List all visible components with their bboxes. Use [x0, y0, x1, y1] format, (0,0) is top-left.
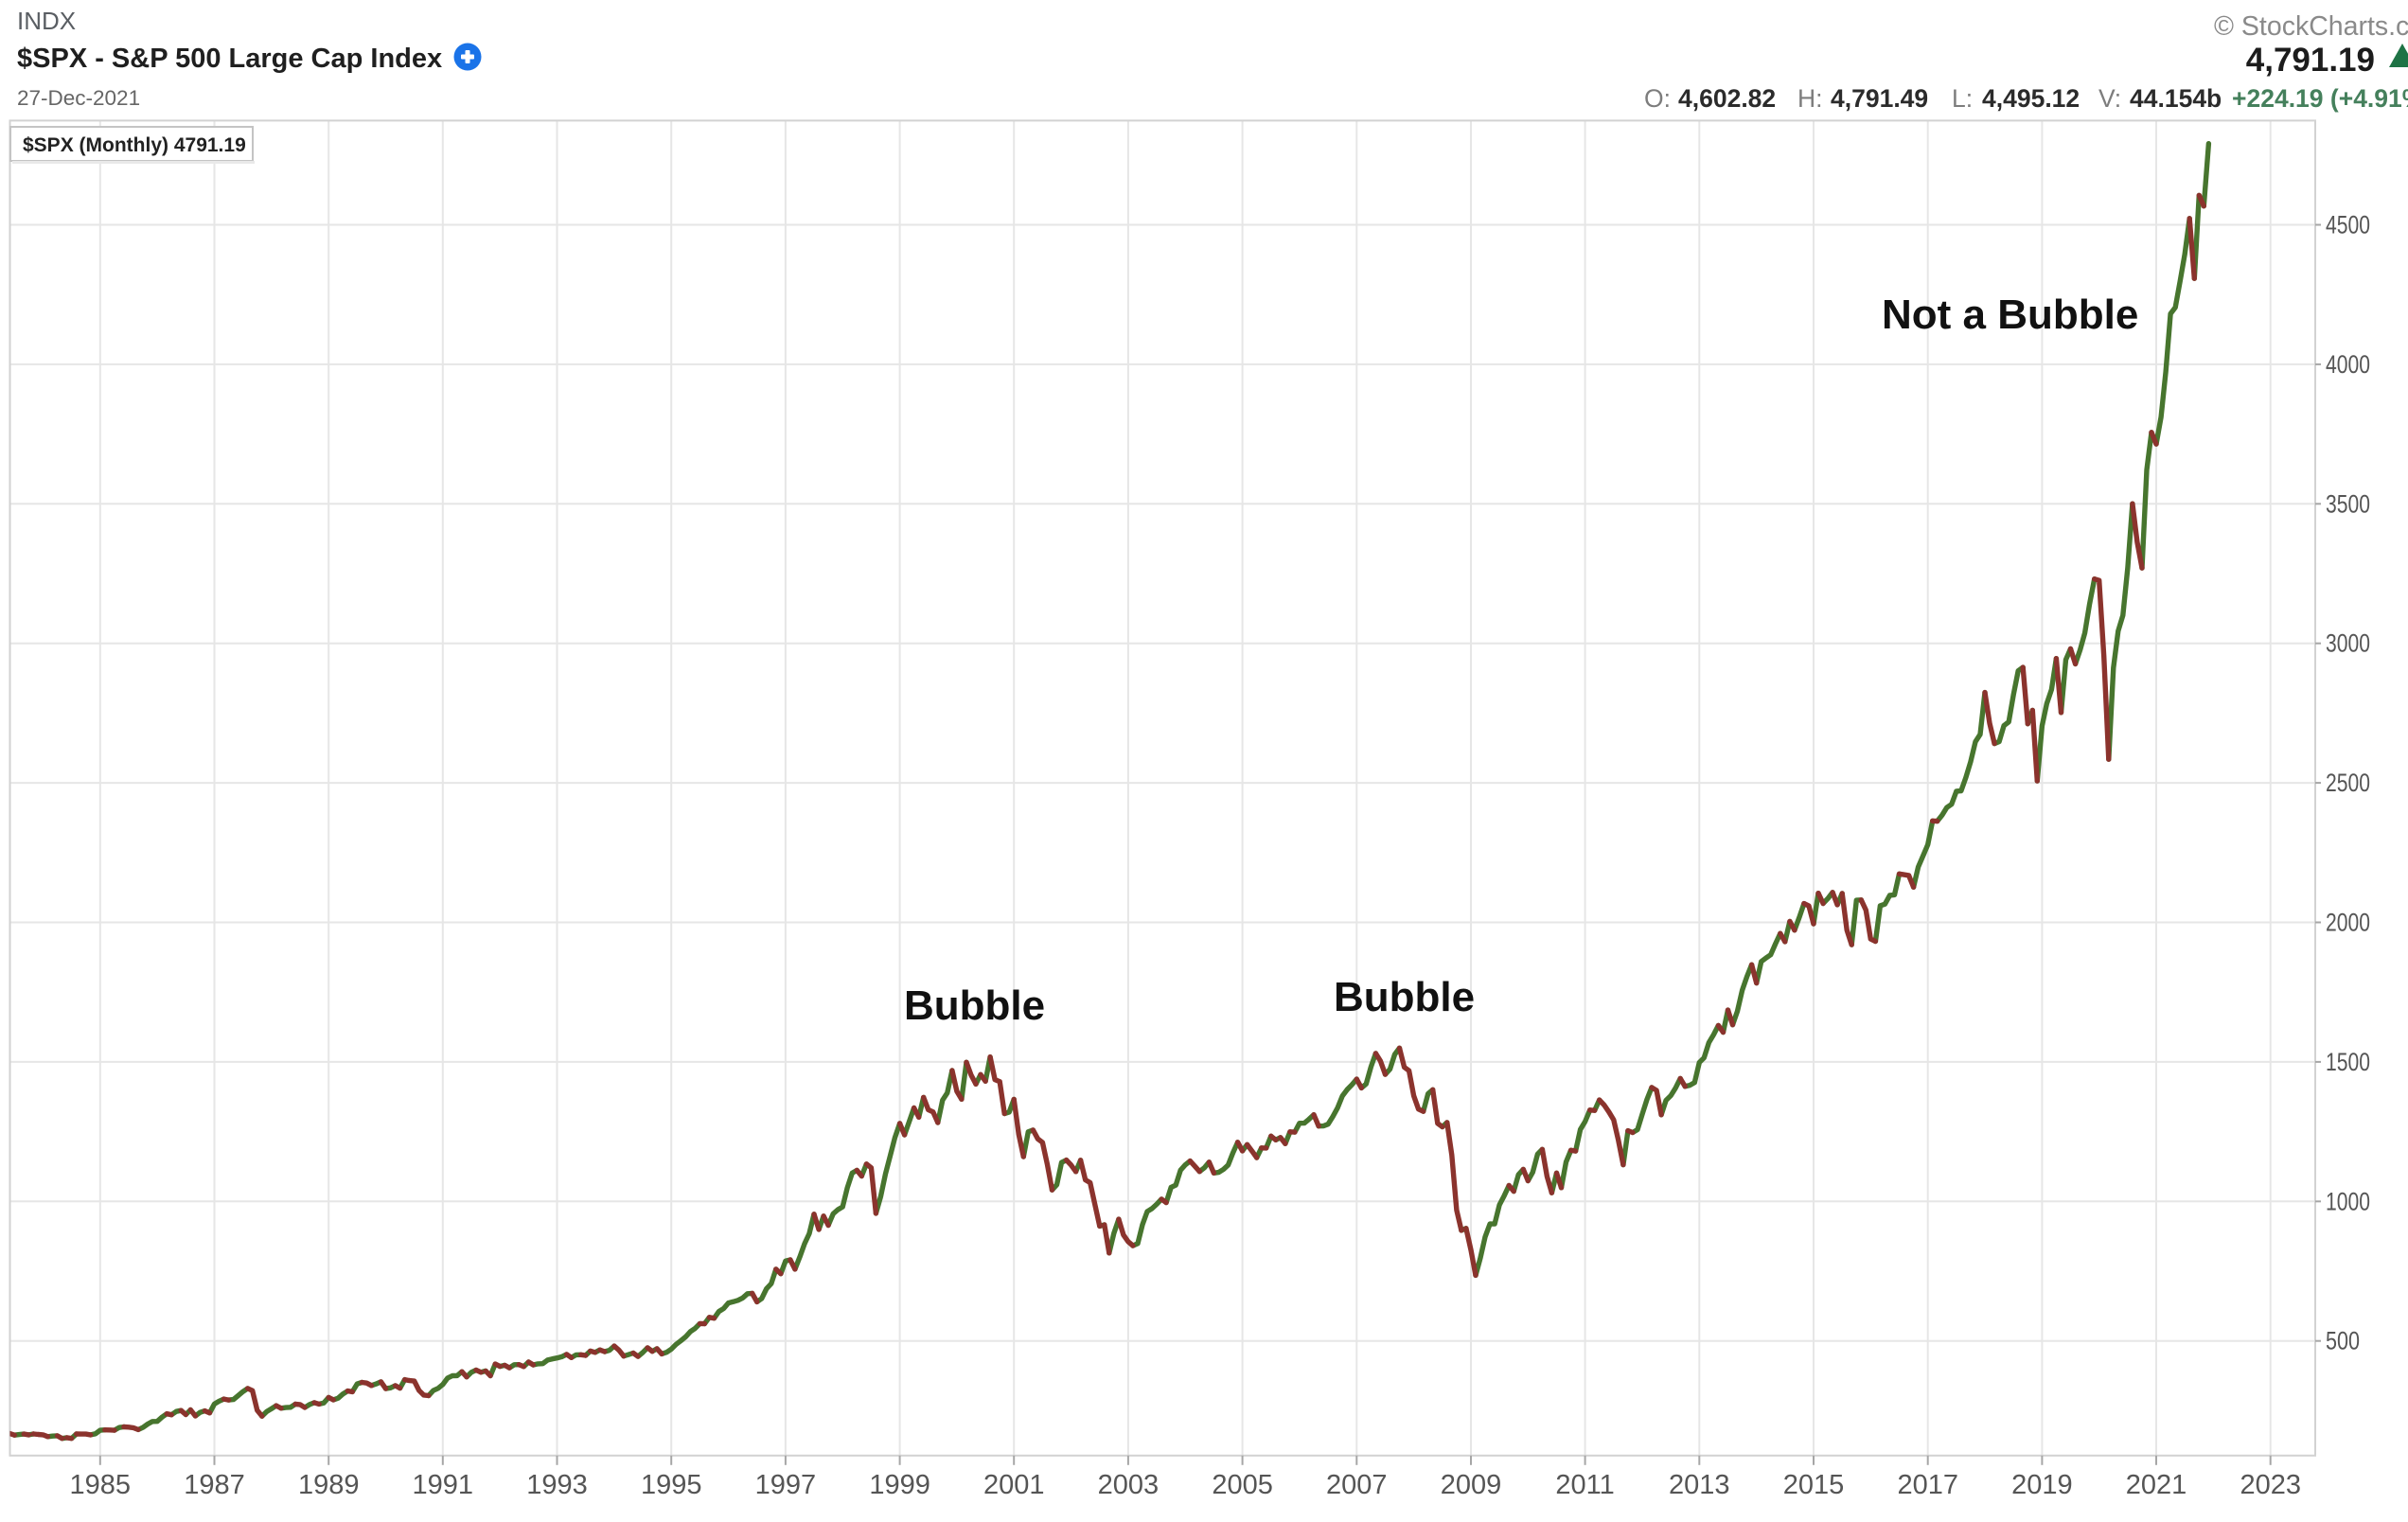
svg-text:1987: 1987: [184, 1470, 245, 1500]
svg-text:1995: 1995: [641, 1470, 702, 1500]
svg-text:2000: 2000: [2326, 909, 2370, 937]
svg-text:4,602.82: 4,602.82: [1678, 84, 1776, 113]
svg-text:1985: 1985: [70, 1470, 132, 1500]
svg-text:1000: 1000: [2326, 1187, 2370, 1215]
svg-text:2007: 2007: [1326, 1470, 1388, 1500]
svg-text:$SPX - S&P 500 Large Cap Index: $SPX - S&P 500 Large Cap Index: [17, 44, 442, 74]
svg-text:500: 500: [2326, 1327, 2360, 1355]
svg-text:2015: 2015: [1783, 1470, 1845, 1500]
svg-text:3500: 3500: [2326, 489, 2370, 518]
svg-text:2500: 2500: [2326, 769, 2370, 797]
svg-text:4000: 4000: [2326, 350, 2370, 379]
svg-text:1997: 1997: [755, 1470, 817, 1500]
svg-text:27-Dec-2021: 27-Dec-2021: [17, 86, 140, 110]
svg-text:$SPX (Monthly) 4791.19: $SPX (Monthly) 4791.19: [23, 134, 246, 156]
svg-text:O:: O:: [1644, 84, 1671, 113]
svg-text:2017: 2017: [1897, 1470, 1958, 1500]
svg-text:H:: H:: [1797, 84, 1823, 113]
svg-text:2009: 2009: [1441, 1470, 1502, 1500]
svg-text:2021: 2021: [2126, 1470, 2187, 1500]
svg-text:Not a Bubble: Not a Bubble: [1882, 292, 2138, 338]
svg-text:+224.19 (+4.91%): +224.19 (+4.91%): [2232, 84, 2408, 113]
svg-text:2013: 2013: [1669, 1470, 1730, 1500]
svg-text:INDX: INDX: [17, 7, 76, 35]
svg-text:L:: L:: [1952, 84, 1973, 113]
svg-text:3000: 3000: [2326, 629, 2370, 658]
svg-text:V:: V:: [2098, 84, 2121, 113]
svg-text:4500: 4500: [2326, 211, 2370, 239]
svg-text:1993: 1993: [526, 1470, 588, 1500]
svg-text:2001: 2001: [983, 1470, 1045, 1500]
svg-text:4,495.12: 4,495.12: [1982, 84, 2080, 113]
svg-text:2011: 2011: [1555, 1470, 1614, 1500]
svg-text:2019: 2019: [2011, 1470, 2073, 1500]
svg-text:2003: 2003: [1098, 1470, 1160, 1500]
svg-text:Bubble: Bubble: [904, 982, 1045, 1029]
svg-text:1999: 1999: [869, 1470, 930, 1500]
svg-text:44.154b: 44.154b: [2130, 84, 2222, 113]
svg-text:© StockCharts.com: © StockCharts.com: [2214, 11, 2408, 42]
svg-text:1500: 1500: [2326, 1048, 2370, 1076]
svg-text:1989: 1989: [298, 1470, 360, 1500]
svg-text:4,791.19: 4,791.19: [2246, 42, 2375, 79]
svg-text:2023: 2023: [2240, 1470, 2301, 1500]
svg-text:Bubble: Bubble: [1334, 974, 1475, 1020]
svg-text:1991: 1991: [413, 1470, 474, 1500]
svg-text:2005: 2005: [1212, 1470, 1273, 1500]
svg-text:4,791.49: 4,791.49: [1831, 84, 1928, 113]
